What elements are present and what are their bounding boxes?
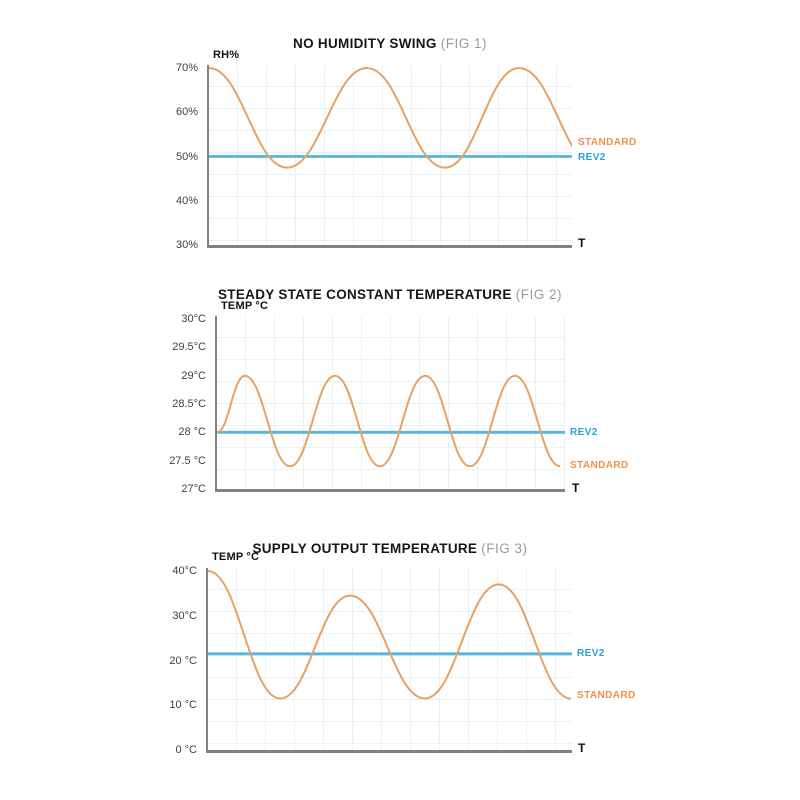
chart1-title-text: NO HUMIDITY SWING xyxy=(293,36,437,51)
y-tick-label: 30°C xyxy=(172,609,197,622)
chart1-y-axis-label: RH% xyxy=(213,49,240,61)
chart1-title: NO HUMIDITY SWING (FIG 1) xyxy=(180,36,600,51)
y-tick-label: 29.5°C xyxy=(172,341,206,354)
y-tick-label: 10 °C xyxy=(169,699,197,712)
y-tick-label: 28.5°C xyxy=(172,398,206,410)
y-tick-label: 27°C xyxy=(181,483,206,495)
chart3-x-axis-label: T xyxy=(578,741,586,755)
y-tick-label: 60% xyxy=(175,106,198,119)
chart1-standard-label: STANDARD xyxy=(578,137,637,148)
chart1-rev2-label: REV2 xyxy=(578,152,606,163)
y-tick-label: 29°C xyxy=(181,369,206,382)
chart2-title: STEADY STATE CONSTANT TEMPERATURE (FIG 2… xyxy=(180,287,600,302)
chart1-fig-label: (FIG 1) xyxy=(440,36,487,51)
standard-curve xyxy=(208,570,572,700)
chart3-plot-area xyxy=(206,568,572,753)
y-tick-label: 50% xyxy=(175,150,198,163)
chart3-title: SUPPLY OUTPUT TEMPERATURE (FIG 3) xyxy=(180,541,600,556)
chart3-rev2-label: REV2 xyxy=(577,648,605,659)
chart3-fig-label: (FIG 3) xyxy=(481,541,528,556)
chart1-x-axis-label: T xyxy=(578,236,586,250)
y-tick-label: 40% xyxy=(175,194,198,207)
chart2-standard-label: STANDARD xyxy=(570,460,629,471)
y-tick-label: 27.5 °C xyxy=(169,454,206,467)
chart2-fig-label: (FIG 2) xyxy=(515,287,562,302)
y-tick-label: 70% xyxy=(175,62,198,74)
chart2-plot-area xyxy=(215,316,565,492)
chart3-standard-label: STANDARD xyxy=(577,690,636,701)
y-tick-label: 40°C xyxy=(172,565,197,577)
standard-curve xyxy=(217,374,561,468)
chart3-title-text: SUPPLY OUTPUT TEMPERATURE xyxy=(252,541,478,556)
chart2-x-axis-label: T xyxy=(572,481,580,495)
chart1-plot-area xyxy=(207,65,572,248)
y-tick-label: 30% xyxy=(175,239,198,251)
chart2-y-axis-label: TEMP °C xyxy=(221,300,269,312)
y-tick-label: 0 °C xyxy=(175,744,197,756)
y-tick-label: 28 °C xyxy=(178,426,206,439)
standard-curve xyxy=(209,66,572,169)
chart2-rev2-label: REV2 xyxy=(570,427,598,438)
y-tick-label: 20 °C xyxy=(169,654,197,667)
y-tick-label: 30°C xyxy=(181,313,206,325)
chart3-y-axis-label: TEMP °C xyxy=(212,551,260,563)
chart2-title-text: STEADY STATE CONSTANT TEMPERATURE xyxy=(218,287,512,302)
